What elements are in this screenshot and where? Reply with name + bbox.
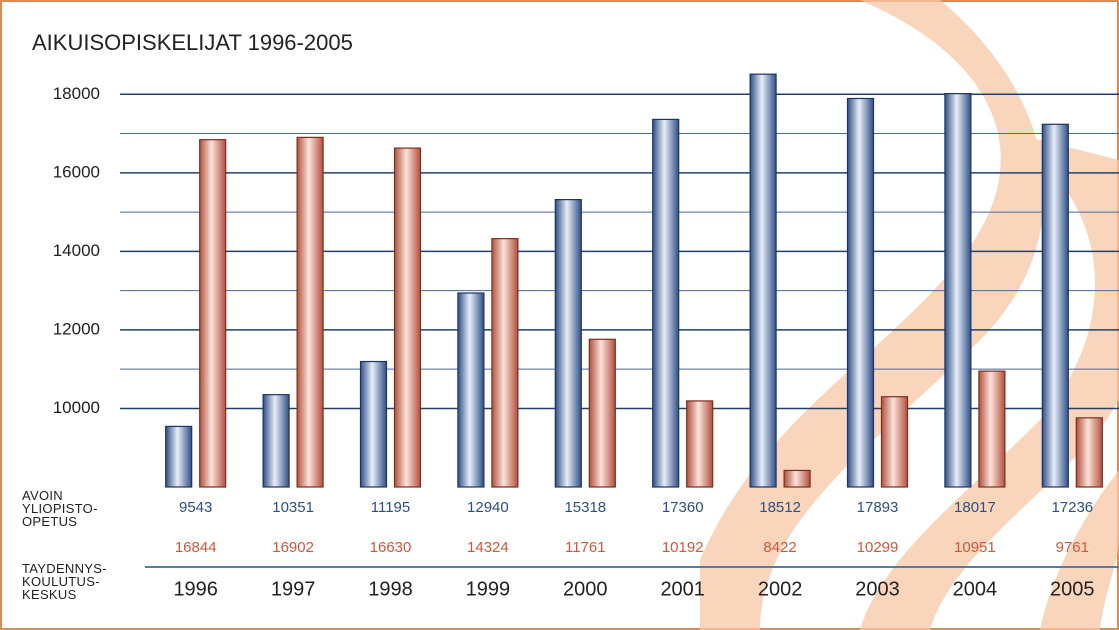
data-label: 17236	[1051, 499, 1093, 516]
chart-title: AIKUISOPISKELIJAT 1996-2005	[32, 30, 353, 55]
bar	[491, 238, 519, 488]
data-label: 16630	[370, 539, 412, 556]
data-label: 10192	[662, 539, 704, 556]
bar	[393, 147, 422, 488]
data-label: 11195	[371, 499, 411, 516]
x-tick-label: 1997	[271, 578, 316, 600]
x-tick-label: 2003	[855, 578, 900, 600]
bar	[652, 118, 680, 488]
x-tick-label: 2002	[758, 578, 803, 600]
bar	[944, 93, 972, 488]
bar	[296, 136, 324, 488]
data-label: 8422	[763, 539, 796, 556]
bar	[359, 360, 388, 488]
y-tick-label: 16000	[53, 162, 100, 181]
data-label: 18512	[759, 499, 801, 516]
bar	[846, 97, 875, 488]
bar	[749, 73, 777, 488]
data-label: 15318	[564, 499, 606, 516]
bar	[262, 394, 290, 488]
bar	[1041, 123, 1069, 488]
data-label: 10951	[954, 539, 996, 556]
bar	[165, 425, 193, 488]
data-label: 18017	[954, 499, 996, 516]
y-tick-label: 18000	[53, 84, 100, 103]
data-label: 16902	[272, 539, 314, 556]
data-label: 16844	[175, 539, 217, 556]
legend-entry: TAYDENNYS- KOULUTUS- KESKUS	[22, 561, 107, 602]
x-tick-label: 1998	[368, 578, 413, 600]
x-tick-label: 1999	[466, 578, 511, 600]
data-label: 12940	[467, 499, 509, 516]
y-tick-label: 14000	[53, 241, 100, 260]
data-label: 9761	[1056, 539, 1089, 556]
data-label: 14324	[467, 539, 509, 556]
bar	[1075, 417, 1103, 488]
bar	[978, 370, 1006, 488]
data-label: 10351	[272, 499, 314, 516]
y-tick-label: 12000	[53, 319, 100, 338]
data-label: 9543	[179, 499, 212, 516]
y-tick-label: 10000	[53, 398, 100, 417]
data-label: 17360	[662, 499, 704, 516]
bar	[880, 396, 909, 488]
data-label: 10299	[857, 539, 899, 556]
data-label: 11761	[565, 539, 606, 556]
bar	[554, 199, 582, 488]
bar	[199, 139, 227, 488]
x-tick-label: 1996	[173, 578, 218, 600]
bar	[457, 292, 485, 488]
x-tick-label: 2004	[953, 578, 998, 600]
legend-entry: AVOIN YLIOPISTO- OPETUS	[22, 488, 98, 529]
x-tick-label: 2000	[563, 578, 608, 600]
bar	[588, 338, 616, 488]
x-tick-label: 2001	[660, 578, 705, 600]
bar	[783, 469, 811, 488]
x-tick-label: 2005	[1050, 578, 1095, 600]
data-label: 17893	[857, 499, 899, 516]
bar	[686, 400, 714, 488]
